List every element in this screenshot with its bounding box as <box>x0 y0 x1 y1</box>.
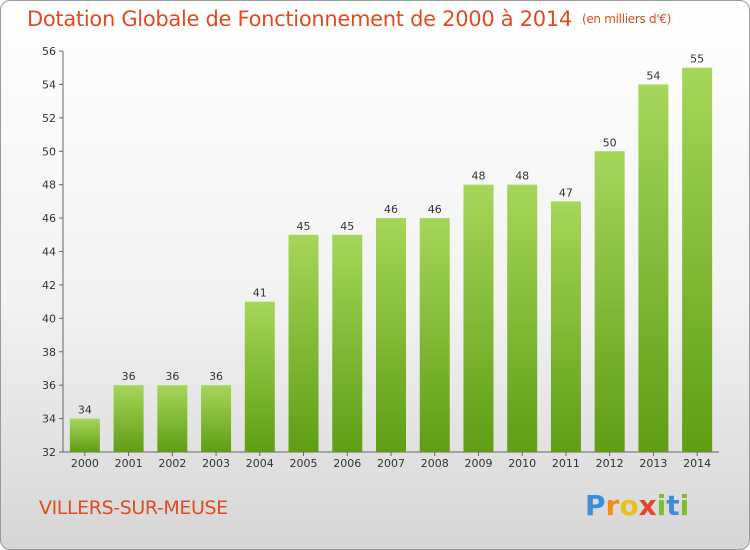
bar <box>638 84 669 453</box>
bar <box>113 385 144 452</box>
bar-value-label: 46 <box>428 203 442 216</box>
y-tick-label: 54 <box>42 78 56 91</box>
bar-value-label: 55 <box>690 53 704 66</box>
bar-value-label: 48 <box>515 170 529 183</box>
chart-title-text: Dotation Globale de Fonctionnement de 20… <box>27 7 572 31</box>
x-tick-label: 2005 <box>290 457 318 470</box>
y-tick-label: 52 <box>42 112 56 125</box>
x-tick-label: 2001 <box>115 457 143 470</box>
logo-letter: t <box>666 489 680 522</box>
bar-value-label: 34 <box>78 404 92 417</box>
logo-letter: P <box>585 489 606 522</box>
y-tick-label: 36 <box>42 379 56 392</box>
bar <box>419 218 450 452</box>
chart-subtitle: (en milliers d'€) <box>581 12 671 26</box>
x-tick-label: 2004 <box>246 457 274 470</box>
commune-name: VILLERS-SUR-MEUSE <box>39 497 228 519</box>
x-tick-label: 2007 <box>377 457 405 470</box>
bar <box>332 234 363 452</box>
bar <box>682 67 713 452</box>
x-tick-label: 2002 <box>158 457 186 470</box>
x-tick-label: 2006 <box>333 457 361 470</box>
y-tick-label: 56 <box>42 45 56 58</box>
x-tick-label: 2003 <box>202 457 230 470</box>
bar-value-label: 50 <box>603 136 617 149</box>
logo-letter: o <box>619 489 639 522</box>
y-tick-label: 44 <box>42 246 56 259</box>
y-tick-label: 32 <box>42 446 56 459</box>
bar <box>157 385 188 452</box>
bar <box>550 201 581 452</box>
proxiti-logo[interactable]: Proxiti <box>585 489 689 522</box>
bar-value-label: 36 <box>165 370 179 383</box>
x-tick-label: 2012 <box>596 457 624 470</box>
y-tick-label: 48 <box>42 179 56 192</box>
x-tick-label: 2010 <box>508 457 536 470</box>
bar <box>463 184 494 452</box>
bar-value-label: 54 <box>646 69 660 82</box>
bar-value-label: 48 <box>471 170 485 183</box>
bar <box>594 151 625 452</box>
bar-value-label: 41 <box>253 287 267 300</box>
logo-letter: x <box>638 489 657 522</box>
bar <box>376 218 406 452</box>
logo-letter: r <box>605 489 620 522</box>
bar-value-label: 47 <box>559 186 573 199</box>
bar <box>244 301 275 452</box>
x-tick-label: 2011 <box>552 457 580 470</box>
bar <box>201 385 232 452</box>
x-tick-label: 2009 <box>464 457 492 470</box>
x-tick-label: 2000 <box>71 457 99 470</box>
chart-title: Dotation Globale de Fonctionnement de 20… <box>27 7 671 31</box>
y-tick-label: 42 <box>42 279 56 292</box>
x-tick-label: 2014 <box>683 457 711 470</box>
y-tick-label: 50 <box>42 145 56 158</box>
y-tick-label: 46 <box>42 212 56 225</box>
y-tick-label: 34 <box>42 413 56 426</box>
bar-value-label: 46 <box>384 203 398 216</box>
bar <box>507 184 538 452</box>
bar-value-label: 45 <box>297 220 311 233</box>
y-tick-label: 40 <box>42 312 56 325</box>
x-tick-label: 2013 <box>639 457 667 470</box>
chart-bars: 34 36 36 36 41 45 45 46 46 48 48 47 50 54 55 <box>69 53 713 453</box>
logo-letter: i <box>656 489 667 522</box>
bar <box>69 418 100 452</box>
logo-letter: i <box>679 489 690 522</box>
x-tick-label: 2008 <box>421 457 449 470</box>
y-tick-label: 38 <box>42 346 56 359</box>
bar-value-label: 36 <box>209 370 223 383</box>
bar <box>288 234 319 452</box>
bar-value-label: 36 <box>122 370 136 383</box>
chart-axes: 32 34 36 38 40 42 44 46 48 50 52 54 56 2000 2001 2002 20… <box>42 45 719 470</box>
bar-value-label: 45 <box>340 220 354 233</box>
